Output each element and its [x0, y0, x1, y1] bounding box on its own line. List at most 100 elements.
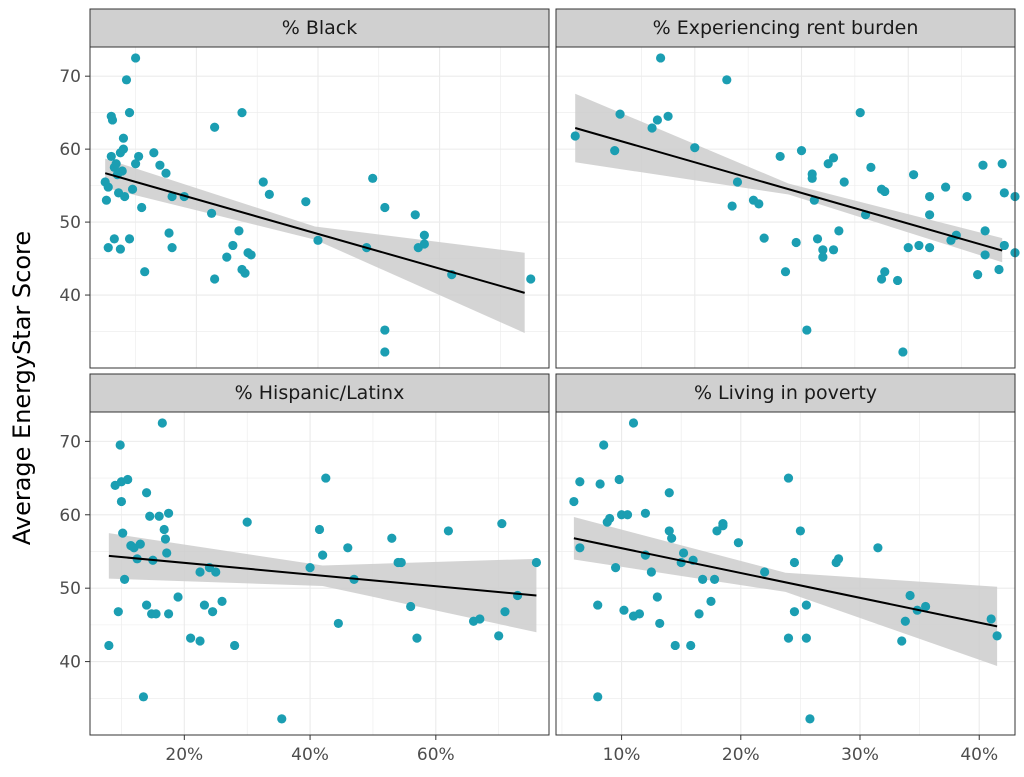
data-point: [159, 524, 169, 535]
data-point: [167, 243, 177, 253]
data-point: [678, 548, 689, 558]
y-axis-title: Average EnergyStar Score: [8, 231, 36, 545]
data-point: [497, 518, 507, 529]
data-point: [615, 109, 625, 119]
panel-poverty: % Living in poverty 10% 20% 30% 40%: [555, 373, 1016, 765]
data-point: [242, 517, 252, 527]
data-point: [443, 526, 453, 536]
data-point: [876, 274, 887, 284]
data-point: [986, 614, 996, 624]
y-tick-label: 60: [59, 506, 81, 526]
data-point: [628, 418, 639, 428]
data-point: [246, 250, 256, 260]
data-point: [155, 160, 165, 170]
data-point: [709, 574, 720, 584]
data-point: [138, 692, 149, 702]
x-tick-label: 60%: [417, 745, 455, 765]
data-point: [134, 151, 144, 162]
facet-title: % Experiencing rent burden: [653, 17, 919, 39]
data-point: [106, 151, 116, 162]
data-point: [500, 607, 510, 617]
data-point: [999, 188, 1009, 198]
data-point: [333, 618, 343, 629]
data-point: [151, 609, 161, 619]
data-point: [531, 557, 542, 568]
data-point: [775, 151, 785, 162]
data-point: [941, 182, 951, 192]
facet-strip: [89, 8, 550, 48]
data-point: [130, 159, 141, 169]
data-point: [569, 496, 579, 507]
data-point: [796, 145, 807, 156]
data-point: [387, 533, 397, 543]
data-point: [914, 240, 924, 251]
panel-border: [555, 411, 1016, 736]
data-point: [137, 202, 147, 213]
regression-line: [104, 172, 525, 294]
regression-line: [108, 554, 537, 597]
data-point: [999, 240, 1009, 251]
data-point: [706, 596, 716, 606]
facet-title: % Living in poverty: [694, 382, 877, 404]
data-point: [807, 173, 817, 183]
data-point: [117, 166, 127, 176]
data-point: [805, 714, 815, 724]
data-point: [130, 53, 141, 63]
data-point: [718, 521, 728, 531]
data-point: [210, 122, 220, 132]
data-point: [145, 511, 155, 521]
data-point: [880, 267, 890, 277]
data-point: [140, 267, 150, 277]
data-point: [380, 202, 390, 213]
data-point: [962, 191, 972, 202]
data-point: [712, 526, 722, 536]
data-point: [595, 479, 605, 489]
data-point: [605, 513, 615, 524]
data-point: [119, 574, 130, 584]
panel-border: [89, 46, 550, 369]
data-point: [593, 600, 603, 610]
data-point: [164, 228, 174, 238]
data-point: [908, 170, 919, 180]
data-point: [412, 633, 422, 643]
data-point: [305, 563, 315, 573]
data-point: [801, 600, 811, 610]
data-point: [690, 143, 700, 153]
data-point: [124, 108, 135, 118]
data-point: [892, 275, 903, 286]
data-point: [754, 199, 764, 209]
data-point: [264, 189, 274, 199]
data-point: [228, 240, 238, 251]
data-point: [818, 252, 828, 262]
data-point: [380, 325, 390, 335]
y-tick-label: 40: [59, 653, 81, 673]
facet-strip: [89, 373, 550, 413]
data-point: [575, 543, 585, 553]
data-point: [667, 533, 677, 543]
data-point: [162, 548, 172, 558]
data-point: [664, 488, 674, 498]
data-point: [925, 243, 935, 253]
data-point: [783, 633, 794, 643]
data-point: [173, 592, 183, 602]
data-point: [222, 252, 232, 262]
panel-border: [89, 411, 550, 736]
data-point: [655, 618, 665, 629]
data-point: [828, 153, 839, 163]
data-point: [123, 474, 133, 485]
data-point: [115, 244, 125, 254]
data-point: [614, 474, 624, 485]
data-point: [694, 609, 704, 619]
data-point: [640, 508, 651, 518]
data-point: [121, 75, 132, 85]
data-point: [599, 440, 609, 450]
x-tick-label: 20%: [165, 745, 203, 765]
data-point: [980, 226, 990, 236]
data-point: [111, 159, 121, 169]
data-point: [898, 347, 908, 357]
x-tick-label: 40%: [960, 745, 998, 765]
data-point: [646, 567, 656, 577]
data-point: [141, 600, 152, 610]
data-point: [314, 524, 325, 535]
